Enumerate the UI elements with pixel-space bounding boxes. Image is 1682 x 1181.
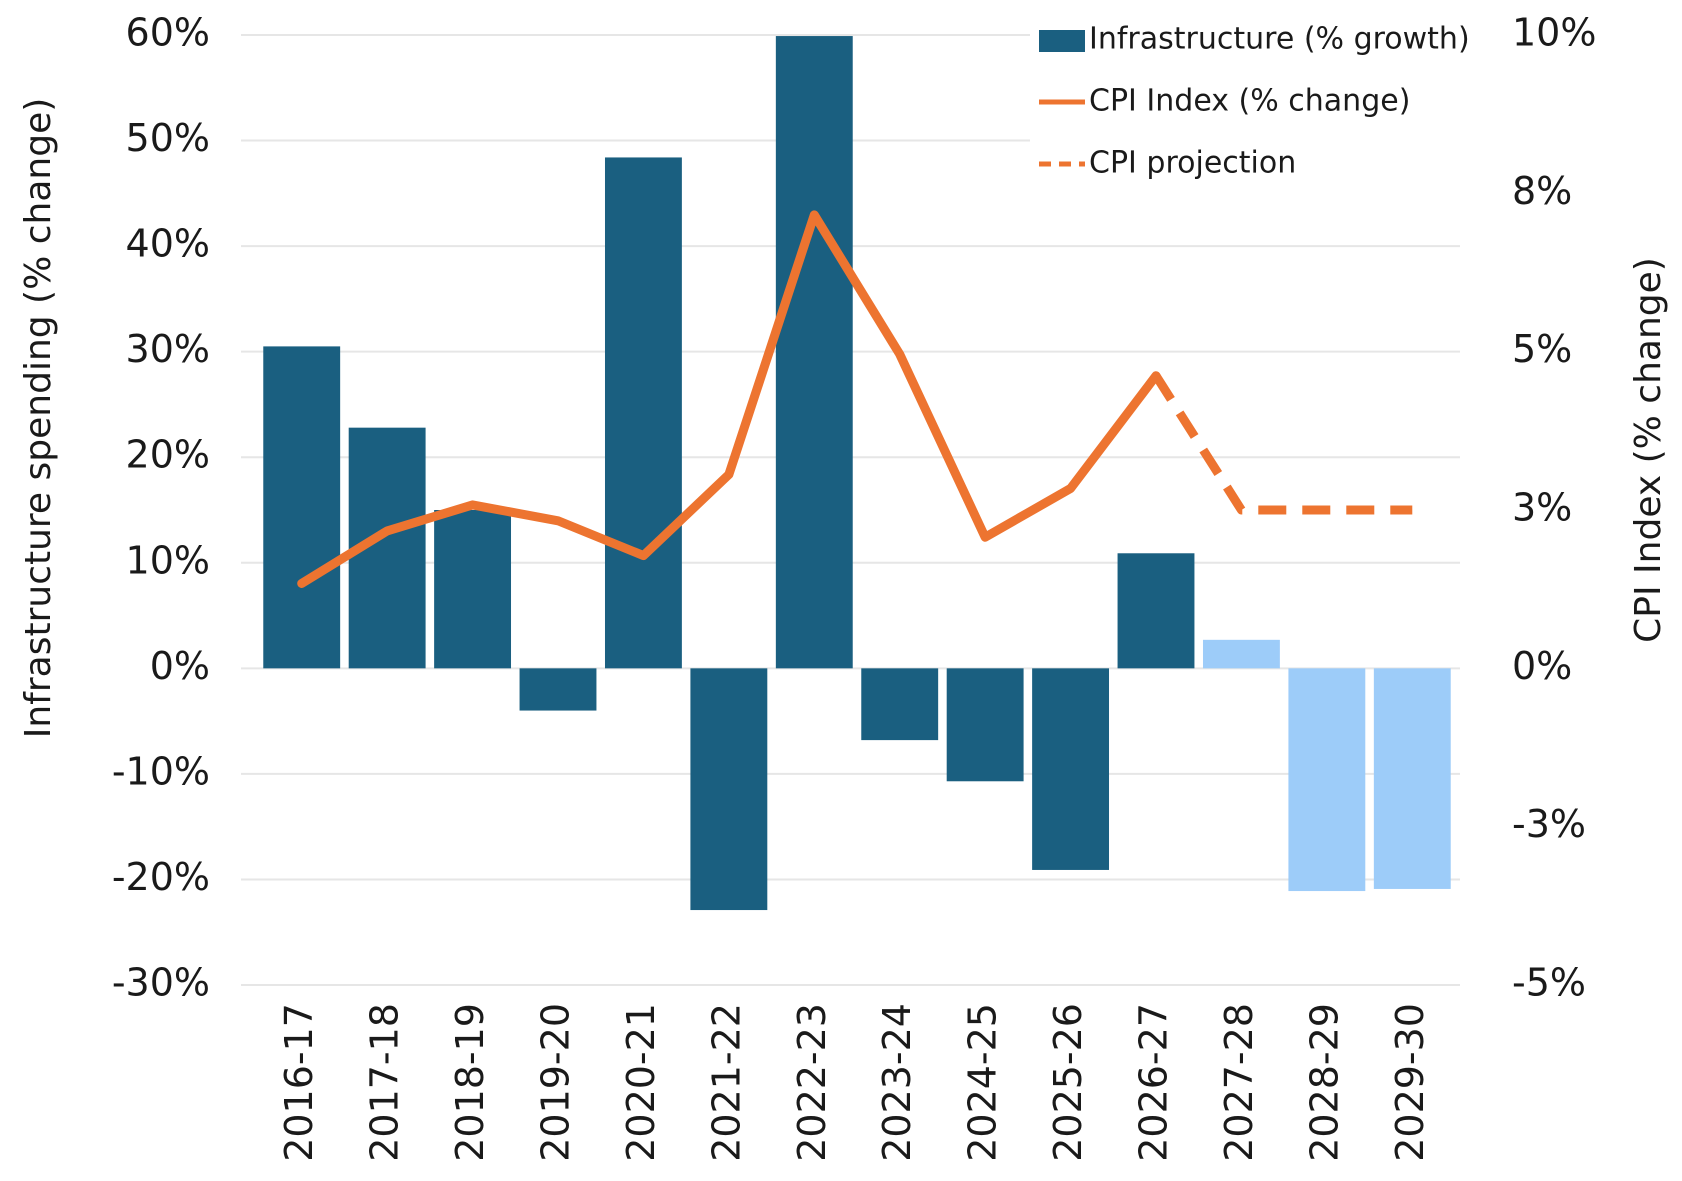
- y2-tick-label: 5%: [1512, 327, 1572, 371]
- x-tick-label: 2026-27: [1132, 1003, 1176, 1162]
- x-tick-label: 2025-26: [1046, 1003, 1090, 1162]
- y-tick-label: 20%: [126, 433, 210, 477]
- x-tick-label: 2022-23: [790, 1003, 834, 1162]
- line: [1152, 373, 1413, 515]
- x-tick-label: 2018-19: [448, 1003, 492, 1162]
- legend-label: CPI Index (% change): [1089, 84, 1410, 119]
- y2-tick-label: 0%: [1512, 644, 1572, 688]
- x-tick-label: 2029-30: [1388, 1003, 1432, 1162]
- bar: [1117, 553, 1195, 669]
- bar: [775, 36, 853, 669]
- y-tick-label: -20%: [112, 855, 210, 899]
- y2-tick-label: -5%: [1512, 961, 1586, 1005]
- y2-axis-title: CPI Index (% change): [1628, 257, 1669, 643]
- legend-swatch: [1039, 30, 1085, 52]
- x-tick-label: 2023-24: [875, 1003, 919, 1162]
- bar: [519, 668, 597, 711]
- legend-label: Infrastructure (% growth): [1089, 22, 1470, 57]
- bar: [604, 157, 682, 669]
- y-tick-label: 30%: [126, 327, 210, 371]
- legend: Infrastructure (% growth) CPI Index (% ch…: [1030, 15, 1470, 193]
- line: [297, 210, 1161, 588]
- x-tick-label: 2024-25: [961, 1003, 1005, 1162]
- bar: [1288, 668, 1366, 892]
- x-tick-label: 2021-22: [704, 1003, 748, 1162]
- legend-label: CPI projection: [1089, 146, 1296, 181]
- bar: [1032, 668, 1110, 870]
- legend-background: [1030, 15, 1470, 193]
- y-tick-label: -10%: [112, 749, 210, 793]
- bar: [434, 510, 512, 669]
- bar: [861, 668, 939, 741]
- x-tick-label: 2020-21: [619, 1003, 663, 1162]
- bar: [263, 346, 341, 669]
- x-tick-label: 2017-18: [363, 1003, 407, 1162]
- bar: [1202, 639, 1280, 669]
- y-axis-title: Infrastructure spending (% change): [18, 98, 59, 739]
- x-tick-label: 2027-28: [1217, 1003, 1261, 1162]
- y-tick-label: 10%: [126, 538, 210, 582]
- y-tick-label: 40%: [126, 222, 210, 266]
- y-tick-label: 0%: [150, 644, 210, 688]
- y2-tick-label: -3%: [1512, 802, 1586, 846]
- y-tick-label: -30%: [112, 961, 210, 1005]
- y2-tick-label: 8%: [1512, 169, 1572, 213]
- y2-tick-label: 10%: [1512, 11, 1596, 55]
- y-tick-label: 60%: [126, 11, 210, 55]
- x-tick-label: 2019-20: [534, 1003, 578, 1162]
- x-tick-label: 2016-17: [277, 1003, 321, 1162]
- x-tick-label: 2028-29: [1302, 1003, 1346, 1162]
- bar: [1373, 668, 1451, 889]
- y-tick-label: 50%: [126, 116, 210, 160]
- bar: [946, 668, 1024, 782]
- y2-tick-label: 3%: [1512, 486, 1572, 530]
- bar: [690, 668, 768, 911]
